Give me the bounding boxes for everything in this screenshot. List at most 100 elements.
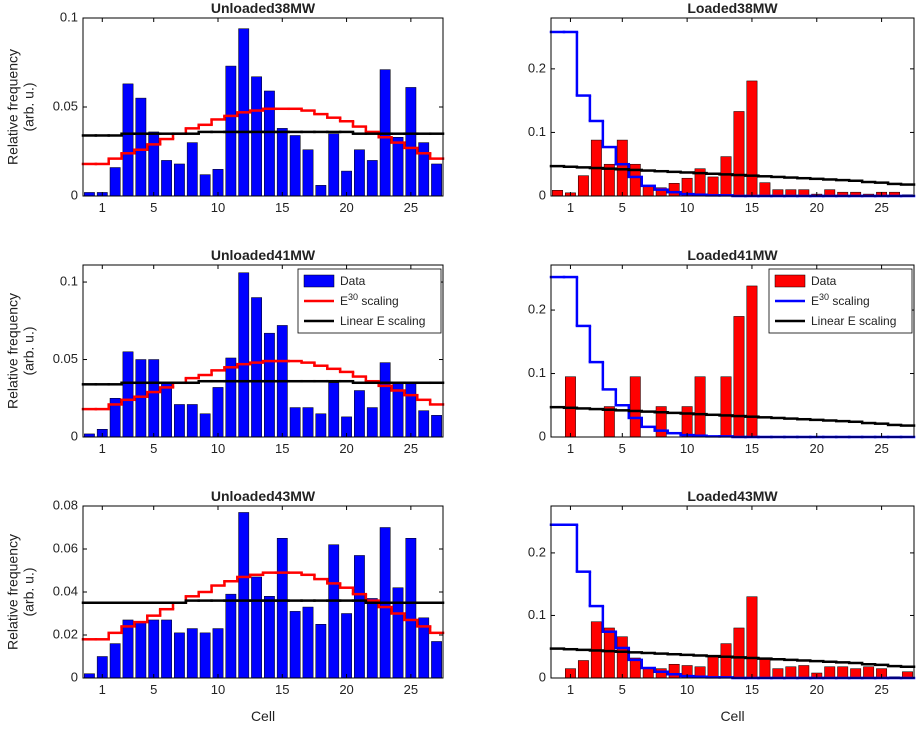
bar (759, 657, 771, 679)
bar (84, 673, 95, 679)
bar (328, 544, 340, 679)
y-tick-label: 0 (71, 187, 78, 202)
x-tick-label: 20 (339, 682, 353, 697)
y-tick-label: 0.1 (528, 365, 546, 380)
bar (251, 576, 262, 679)
axes-box (550, 17, 915, 197)
x-tick-label: 5 (150, 682, 157, 697)
x-tick-label: 15 (745, 441, 759, 456)
bar (135, 359, 147, 438)
bar (315, 413, 327, 438)
y-tick-label: 0.08 (53, 497, 78, 512)
legend-label: Data (340, 274, 366, 288)
bar (785, 666, 797, 679)
y-tick-label: 0.1 (60, 9, 78, 24)
bar (720, 156, 732, 197)
x-tick-label: 5 (619, 682, 626, 697)
bar (315, 624, 327, 679)
x-tick-label: 1 (567, 441, 574, 456)
y-tick-label: 0 (71, 428, 78, 443)
y-axis-label: Relative frequency (5, 534, 21, 650)
bar (251, 76, 262, 197)
bar (405, 538, 417, 679)
legend-label: Linear E scaling (340, 314, 425, 328)
x-axis-label: Cell (251, 708, 275, 724)
bar (694, 376, 706, 438)
x-tick-label: 10 (680, 200, 694, 215)
x-axis-label: Cell (720, 708, 744, 724)
y-tick-label: 0.05 (53, 98, 78, 113)
y-tick-label: 0.06 (53, 540, 78, 555)
bar (642, 667, 654, 679)
bar (392, 587, 404, 679)
y-tick-label: 0.05 (53, 351, 78, 366)
bar (629, 376, 641, 438)
bar (161, 619, 172, 679)
bar (603, 406, 615, 438)
y-tick-label: 0 (71, 669, 78, 684)
bar (212, 169, 224, 197)
bar (238, 272, 250, 438)
y-axis-label: Relative frequency (5, 49, 21, 165)
x-tick-label: 15 (275, 441, 289, 456)
y-tick-label: 0 (539, 428, 546, 443)
bar (212, 628, 224, 679)
y-tick-label: 0.2 (528, 60, 546, 75)
bar (264, 90, 275, 197)
x-tick-label: 15 (745, 200, 759, 215)
x-tick-label: 5 (150, 441, 157, 456)
bar (733, 627, 745, 679)
x-tick-label: 10 (680, 682, 694, 697)
x-tick-label: 20 (810, 682, 824, 697)
bar (148, 359, 160, 438)
bar (720, 643, 732, 679)
bar (824, 666, 836, 679)
x-tick-label: 5 (150, 200, 157, 215)
bar (655, 668, 667, 679)
bar (405, 382, 417, 438)
bar (315, 185, 327, 197)
bar (109, 167, 121, 197)
bar (264, 596, 275, 679)
y-tick-label: 0.04 (53, 583, 78, 598)
bar (84, 192, 95, 197)
bar (186, 628, 198, 679)
bar (431, 415, 442, 438)
legend-label: E30 scaling (340, 292, 399, 308)
bar (135, 97, 147, 197)
x-tick-label: 15 (275, 200, 289, 215)
panel-title: Unloaded38MW (211, 0, 316, 16)
x-tick-label: 25 (874, 441, 888, 456)
y-tick-label: 0.2 (528, 302, 546, 317)
bar (238, 512, 250, 679)
bar (577, 660, 589, 679)
bar (354, 390, 365, 438)
x-tick-label: 10 (211, 441, 225, 456)
bar (289, 407, 301, 438)
bar (276, 128, 288, 197)
x-tick-label: 15 (745, 682, 759, 697)
panel-title: Loaded41MW (687, 247, 778, 263)
bar (354, 555, 365, 679)
bar (251, 297, 262, 438)
bar (431, 641, 442, 679)
y-axis-label: (arb. u.) (21, 326, 37, 375)
bar (668, 663, 680, 679)
axes-box (550, 264, 915, 438)
bar (772, 668, 784, 679)
bar (720, 376, 732, 438)
bar (328, 133, 340, 197)
legend-label: Data (811, 274, 837, 288)
bar (552, 190, 563, 197)
y-tick-label: 0 (539, 669, 546, 684)
bar (746, 80, 758, 197)
x-tick-label: 1 (99, 200, 106, 215)
y-axis-label: Relative frequency (5, 293, 21, 409)
bar (746, 596, 758, 679)
x-tick-label: 20 (810, 441, 824, 456)
bar (577, 175, 589, 197)
bar (276, 538, 288, 679)
x-tick-label: 10 (211, 200, 225, 215)
